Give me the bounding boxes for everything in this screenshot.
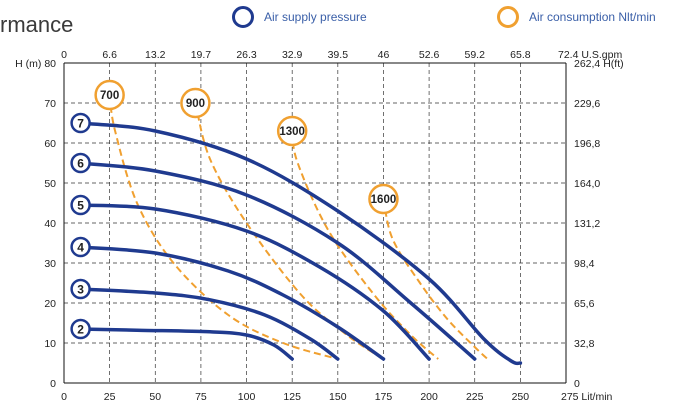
pressure-label-text: 5 (77, 199, 84, 213)
air-consumption-curve-900 (194, 102, 385, 360)
tick-label-top: 13.2 (145, 49, 166, 61)
pressure-curve-4 (76, 245, 386, 361)
tick-label-left: 30 (44, 258, 56, 270)
tick-label-right: 32,8 (574, 338, 595, 350)
tick-label-top: 0 (61, 49, 67, 61)
legend-label: Air consumption Nlt/min (529, 10, 656, 24)
tick-label-bottom: 225 (466, 391, 484, 403)
tick-label-bottom: 50 (149, 391, 161, 403)
tick-label-bottom: 100 (238, 391, 256, 403)
tick-label-top: 52.6 (419, 49, 440, 61)
pressure-curve-3 (76, 287, 340, 361)
tick-label-left: 60 (44, 138, 56, 150)
tick-label-bottom: 150 (329, 391, 347, 403)
tick-label-left: 70 (44, 98, 56, 110)
tick-label-left: 40 (44, 218, 56, 230)
tick-label-bottom: 175 (375, 391, 393, 403)
orange-ring-icon (497, 6, 519, 28)
tick-label-right: 98,4 (574, 258, 595, 270)
air-consumption-curve-1300 (291, 130, 439, 360)
tick-label-bottom: 275 Lit/min (561, 391, 613, 403)
tick-label-right: 262,4 H(ft) (574, 58, 624, 70)
pressure-curve-5 (76, 203, 431, 361)
air-label-text: 700 (100, 90, 119, 102)
tick-label-bottom: 0 (61, 391, 67, 403)
tick-label-top: 65.8 (510, 49, 531, 61)
tick-label-bottom: 250 (512, 391, 530, 403)
tick-label-top: 46 (378, 49, 390, 61)
tick-label-left: 10 (44, 338, 56, 350)
tick-label-top: 19.7 (191, 49, 212, 61)
tick-label-top: 32.9 (282, 49, 303, 61)
pressure-label-circle (70, 194, 91, 216)
tick-label-bottom: 200 (420, 391, 438, 403)
pressure-label-circle (70, 112, 91, 134)
air-label-circle (94, 79, 125, 111)
pressure-label-text: 4 (77, 241, 84, 255)
pressure-curve-6 (76, 161, 477, 361)
tick-label-top: 72.4 U.S.gpm (558, 49, 622, 61)
tick-label-right: 0 (574, 378, 580, 390)
tick-label-left: H (m) 80 (15, 58, 56, 70)
tick-label-right: 131,2 (574, 218, 600, 230)
air-label-text: 1300 (279, 126, 305, 138)
chart-title: rmance (0, 12, 74, 37)
tick-label-top: 26.3 (236, 49, 257, 61)
tick-label-top: 59.2 (465, 49, 486, 61)
air-label-circle (180, 87, 211, 119)
pressure-curve-7 (76, 121, 523, 366)
tick-label-bottom: 75 (195, 391, 207, 403)
tick-label-top: 39.5 (328, 49, 349, 61)
tick-label-bottom: 25 (104, 391, 116, 403)
pressure-label-circle (70, 278, 91, 300)
tick-label-left: 0 (50, 378, 56, 390)
pressure-label-text: 7 (77, 117, 84, 131)
air-label-text: 900 (186, 98, 205, 110)
legend-item-air-consumption: Air consumption Nlt/min (497, 6, 656, 28)
air-consumption-curve-1600 (382, 198, 489, 360)
air-label-text: 1600 (371, 194, 397, 206)
tick-label-bottom: 125 (283, 391, 301, 403)
tick-label-right: 196,8 (574, 138, 600, 150)
pressure-label-text: 6 (77, 157, 84, 171)
pressure-label-circle (70, 236, 91, 258)
tick-label-right: 229,6 (574, 98, 600, 110)
pressure-label-text: 3 (77, 283, 84, 297)
air-label-circle (276, 115, 308, 147)
legend-label: Air supply pressure (264, 10, 367, 24)
pressure-curve-2 (76, 327, 294, 361)
tick-label-left: 20 (44, 298, 56, 310)
air-label-circle (368, 183, 399, 215)
blue-ring-icon (232, 6, 254, 28)
air-consumption-curve-700 (108, 94, 339, 360)
tick-label-top: 6.6 (102, 49, 117, 61)
pressure-label-circle (70, 318, 91, 340)
tick-label-right: 164,0 (574, 178, 600, 190)
pressure-label-text: 2 (77, 323, 84, 337)
pressure-label-circle (70, 152, 91, 174)
tick-label-left: 50 (44, 178, 56, 190)
tick-label-right: 65,6 (574, 298, 595, 310)
legend-item-air-supply-pressure: Air supply pressure (232, 6, 367, 28)
